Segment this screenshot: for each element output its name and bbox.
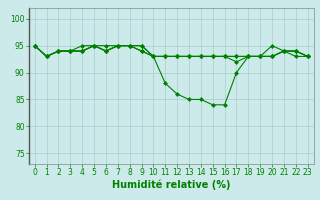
X-axis label: Humidité relative (%): Humidité relative (%) <box>112 180 230 190</box>
